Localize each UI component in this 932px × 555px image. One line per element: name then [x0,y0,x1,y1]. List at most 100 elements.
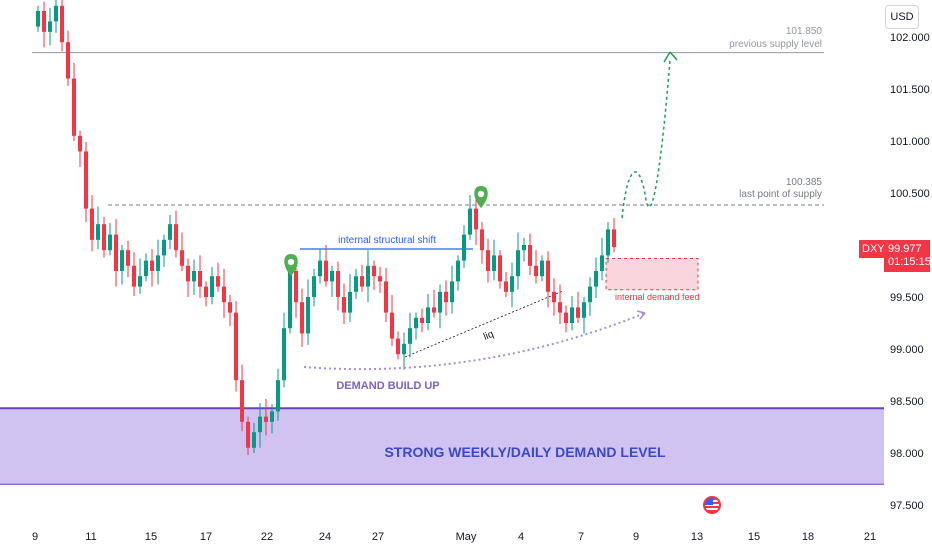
demand-zone-label: STRONG WEEKLY/DAILY DEMAND LEVEL [384,444,666,460]
candle-body [270,411,274,422]
candle-body [150,260,154,271]
candle-body [330,271,334,282]
candle-body [108,234,112,251]
candle-body [282,328,286,381]
candle-body [378,276,382,282]
candle-body [570,307,574,323]
candle-body [54,5,58,22]
candle-body [192,271,196,282]
candle-body [138,276,142,287]
candle-body [366,265,370,287]
candle-body [612,229,616,248]
candle-body [60,5,64,43]
candle-body [534,265,538,277]
internal-demand-label: internal demand feed [615,292,700,302]
us-flag-event-icon[interactable] [703,496,721,514]
x-tick-label: 24 [319,531,331,543]
candle-body [594,271,598,287]
candle-body [450,281,454,303]
symbol-badge: DXY [859,240,888,258]
x-tick-label: 7 [578,531,584,543]
candle-body [528,245,532,266]
candle-body [342,297,346,313]
candle-body [240,380,244,422]
candle-body [540,260,544,277]
candle-body [66,42,70,79]
candle-body [288,271,292,329]
x-tick-label: 18 [802,531,814,543]
demand-build-curve [303,312,646,371]
candle-body [552,291,556,303]
x-tick-label: 15 [748,531,760,543]
candle-body [324,260,328,282]
x-tick-label: 9 [633,531,639,543]
candle-body [258,416,262,433]
candle-body [306,297,310,334]
previous-supply-label: previous supply level [729,39,822,50]
candle-body [228,302,232,313]
y-tick-label: 102.000 [890,32,930,44]
candle-body [300,302,304,334]
candle-body [114,234,118,271]
candle-body [498,255,502,282]
candle-body [234,312,238,381]
candle-body [216,276,220,287]
candle-body [396,338,400,355]
candle-body [390,312,394,339]
x-tick-label: 17 [200,531,212,543]
candle-body [252,432,256,448]
candle-body [492,255,496,271]
candle-body [90,208,94,240]
candle-body [384,281,388,313]
candle-body [468,208,472,235]
candle-body [318,260,322,277]
candle-body [474,208,478,230]
previous-supply-price: 101.850 [786,26,823,37]
currency-button[interactable]: USD [885,5,919,29]
candle-body [210,276,214,297]
candle-body [162,239,166,256]
candle-body [462,234,466,261]
candle-body [336,271,340,297]
projection-path [621,59,671,219]
x-tick-label: 13 [691,531,703,543]
candle-body [312,276,316,297]
candle-body [354,276,358,292]
y-tick-label: 98.000 [890,448,924,460]
candle-body [96,224,100,240]
y-tick-label: 100.500 [890,188,930,200]
candle-body [510,276,514,292]
candle-body [132,265,136,287]
y-tick-label: 97.500 [890,500,924,512]
candle-body [36,11,40,27]
liquidity-trendline [404,290,564,358]
y-tick-label: 99.500 [890,292,924,304]
candle-body [126,250,130,266]
x-tick-label: 21 [864,531,876,543]
candle-body [522,245,526,251]
candle-body [360,276,364,287]
candle-body [198,271,202,287]
location-marker-icon [284,254,298,276]
candle-body [486,250,490,271]
candle-body [72,78,76,136]
y-tick-label: 99.000 [890,344,924,356]
x-tick-label: 15 [145,531,157,543]
last-price-badge: 99.977 01:15:15 [884,240,931,272]
candle-body [438,291,442,313]
candle-body [516,250,520,277]
candle-body [558,302,562,313]
candle-body [582,302,586,318]
candle-body [426,307,430,323]
countdown-label: 01:15:15 [888,256,931,268]
candle-body [588,286,592,303]
candle-body [504,281,508,292]
candle-body [444,291,448,303]
candle-body [84,151,88,209]
candle-body [246,421,250,448]
demand-build-arrowhead [636,310,646,320]
candle-body [600,255,604,271]
candle-body [276,380,280,412]
